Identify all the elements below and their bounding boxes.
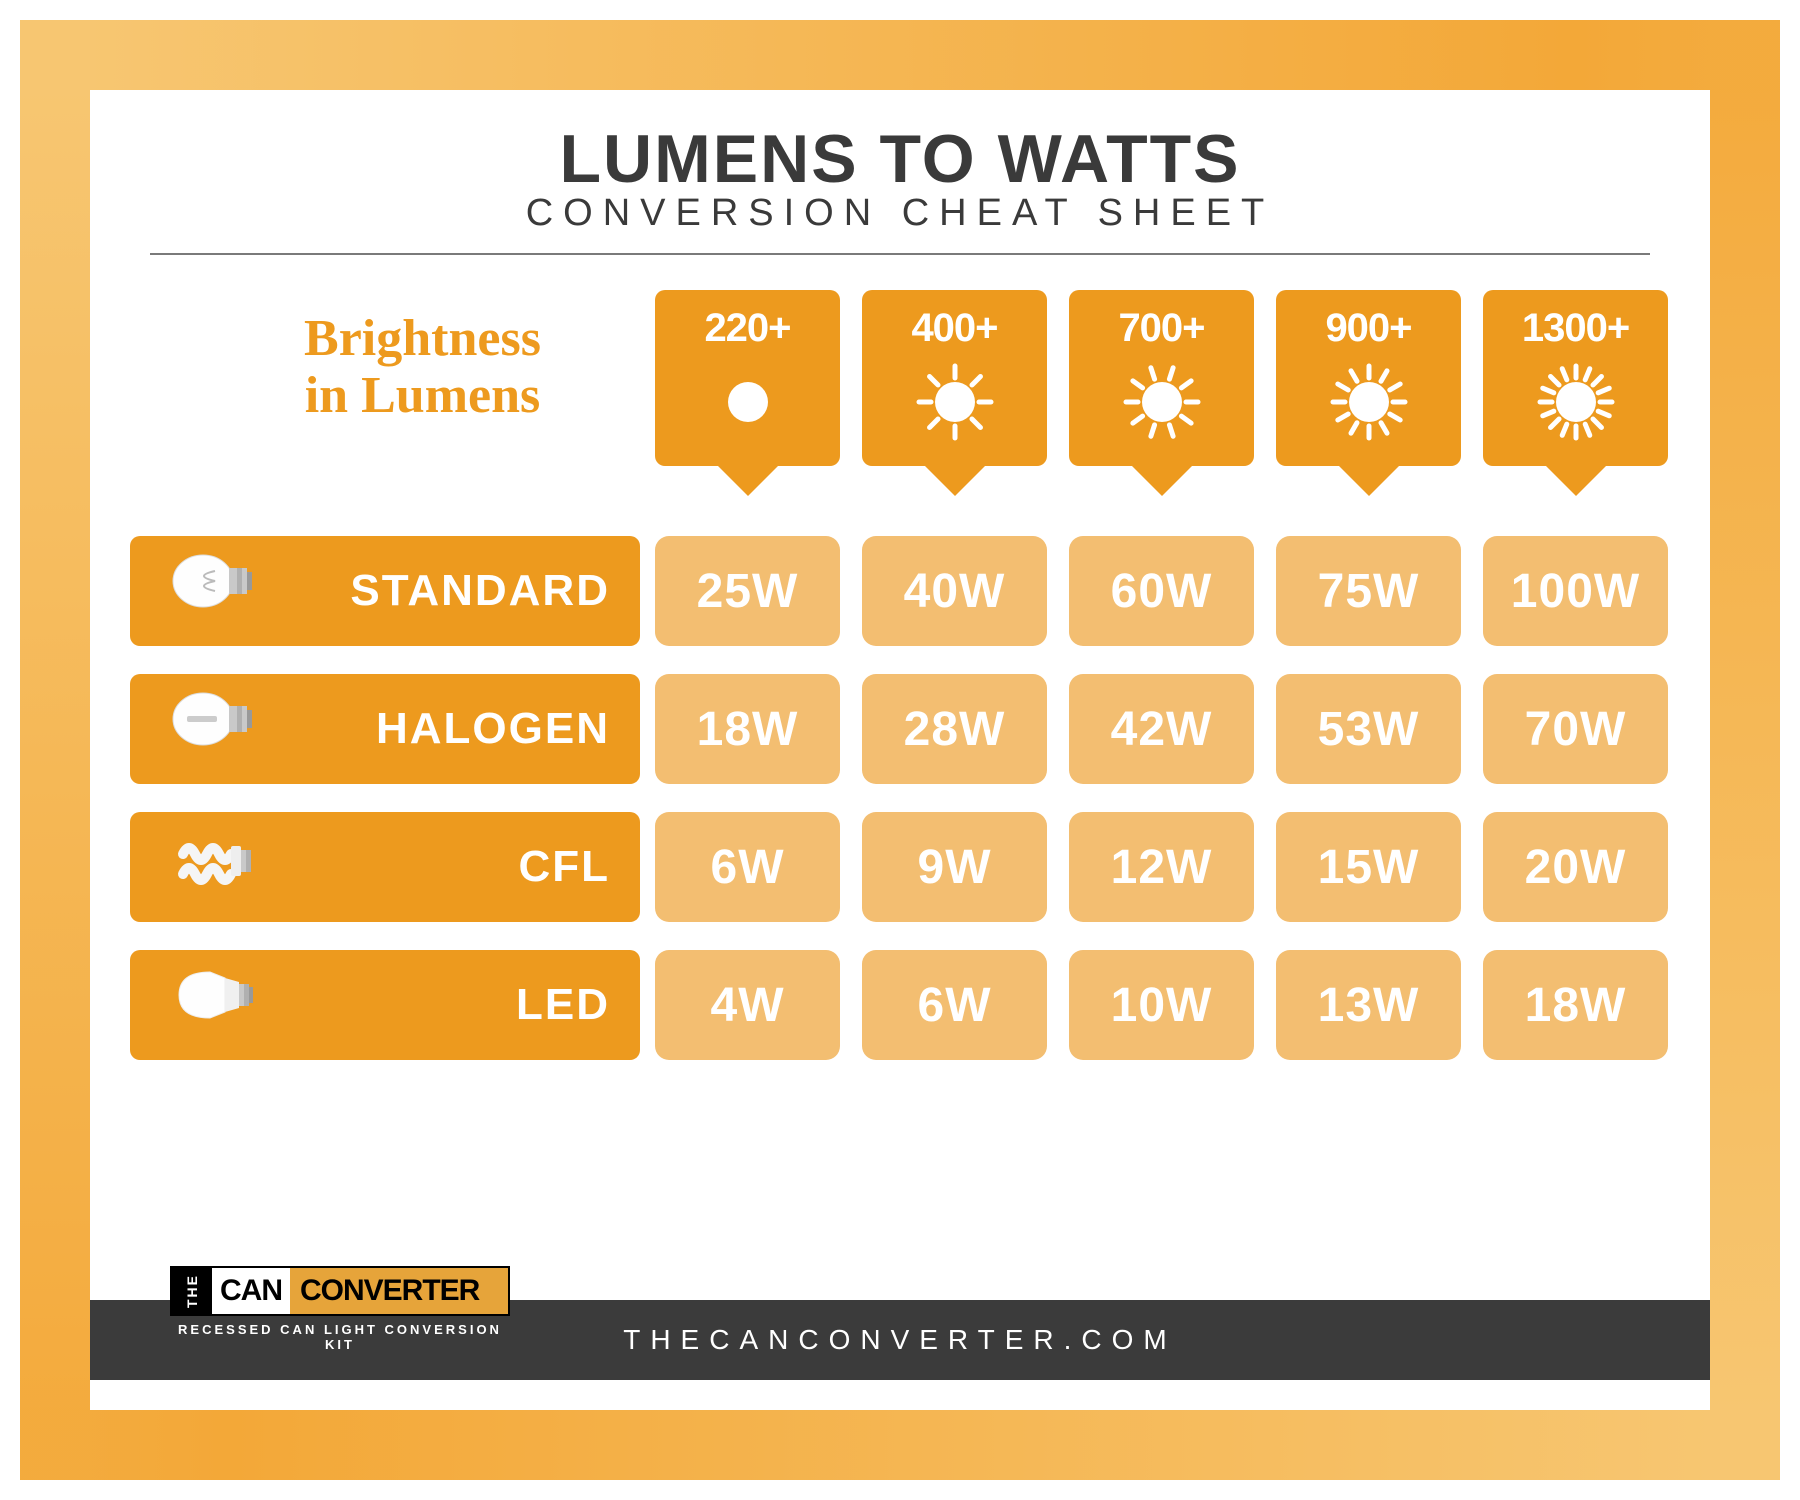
lumen-value: 1300+ (1483, 306, 1668, 351)
lumen-badge: 900+ (1276, 290, 1461, 466)
bulb-row-led: LED 4W 6W 10W 13W 18W (130, 950, 1670, 1060)
row-name: HALOGEN (270, 704, 610, 754)
sun-icon (707, 361, 789, 448)
bulb-row-cfl: CFL 6W 9W 12W 15W 20W (130, 812, 1670, 922)
watt-cell: 18W (655, 674, 840, 784)
lumen-badge: 220+ (655, 290, 840, 466)
lumen-badge: 1300+ (1483, 290, 1668, 466)
row-label: HALOGEN (130, 674, 640, 784)
watt-cell: 100W (1483, 536, 1668, 646)
row-label: STANDARD (130, 536, 640, 646)
title-sub: CONVERSION CHEAT SHEET (90, 192, 1710, 235)
watt-cell: 4W (655, 950, 840, 1060)
brightness-line2: in Lumens (305, 367, 541, 424)
wattage-cells: 18W 28W 42W 53W 70W (655, 674, 1668, 784)
watt-cell: 15W (1276, 812, 1461, 922)
row-label: CFL (130, 812, 640, 922)
watt-cell: 20W (1483, 812, 1668, 922)
lumen-badge: 400+ (862, 290, 1047, 466)
watt-cell: 53W (1276, 674, 1461, 784)
sun-icon (914, 361, 996, 448)
watt-cell: 40W (862, 536, 1047, 646)
bulb-icon (150, 684, 270, 774)
bulb-icon (150, 822, 270, 912)
watt-cell: 12W (1069, 812, 1254, 922)
lumen-value: 700+ (1069, 306, 1254, 351)
row-name: LED (270, 980, 610, 1030)
logo: THE CAN CONVERTER RECESSED CAN LIGHT CON… (170, 1266, 510, 1352)
row-label: LED (130, 950, 640, 1060)
sun-icon (1121, 361, 1203, 448)
watt-cell: 70W (1483, 674, 1668, 784)
lumen-value: 900+ (1276, 306, 1461, 351)
wattage-cells: 4W 6W 10W 13W 18W (655, 950, 1668, 1060)
logo-converter: CONVERTER (290, 1268, 508, 1314)
sun-icon (1535, 361, 1617, 448)
watt-cell: 9W (862, 812, 1047, 922)
wattage-cells: 6W 9W 12W 15W 20W (655, 812, 1668, 922)
watt-cell: 42W (1069, 674, 1254, 784)
bulb-icon (150, 960, 270, 1050)
lumen-value: 220+ (655, 306, 840, 351)
logo-can: CAN (212, 1268, 290, 1314)
title-main: LUMENS TO WATTS (90, 120, 1710, 198)
watt-cell: 18W (1483, 950, 1668, 1060)
title-block: LUMENS TO WATTS CONVERSION CHEAT SHEET (90, 120, 1710, 235)
watt-cell: 60W (1069, 536, 1254, 646)
logo-top: THE CAN CONVERTER (170, 1266, 510, 1316)
watt-cell: 25W (655, 536, 840, 646)
bulb-icon (150, 546, 270, 636)
watt-cell: 10W (1069, 950, 1254, 1060)
row-name: CFL (270, 842, 610, 892)
conversion-grid: Brightness in Lumens 220+ 400+ 700+ 900+ (130, 290, 1670, 1088)
watt-cell: 6W (862, 950, 1047, 1060)
watt-cell: 13W (1276, 950, 1461, 1060)
row-name: STANDARD (270, 566, 610, 616)
footer-url: THECANCONVERTER.COM (623, 1324, 1177, 1356)
lumen-badges: 220+ 400+ 700+ 900+ 1300+ (655, 290, 1668, 466)
bulb-row-standard: STANDARD 25W 40W 60W 75W 100W (130, 536, 1670, 646)
logo-sub: RECESSED CAN LIGHT CONVERSION KIT (170, 1322, 510, 1352)
watt-cell: 6W (655, 812, 840, 922)
watt-cell: 28W (862, 674, 1047, 784)
sun-icon (1328, 361, 1410, 448)
lumen-value: 400+ (862, 306, 1047, 351)
logo-the: THE (172, 1268, 212, 1314)
bulb-row-halogen: HALOGEN 18W 28W 42W 53W 70W (130, 674, 1670, 784)
lumen-badge: 700+ (1069, 290, 1254, 466)
title-divider (150, 253, 1650, 255)
brightness-label: Brightness in Lumens (130, 290, 655, 424)
brightness-line1: Brightness (304, 310, 541, 367)
wattage-cells: 25W 40W 60W 75W 100W (655, 536, 1668, 646)
watt-cell: 75W (1276, 536, 1461, 646)
content-area: LUMENS TO WATTS CONVERSION CHEAT SHEET B… (90, 90, 1710, 1410)
header-row: Brightness in Lumens 220+ 400+ 700+ 900+ (130, 290, 1670, 466)
